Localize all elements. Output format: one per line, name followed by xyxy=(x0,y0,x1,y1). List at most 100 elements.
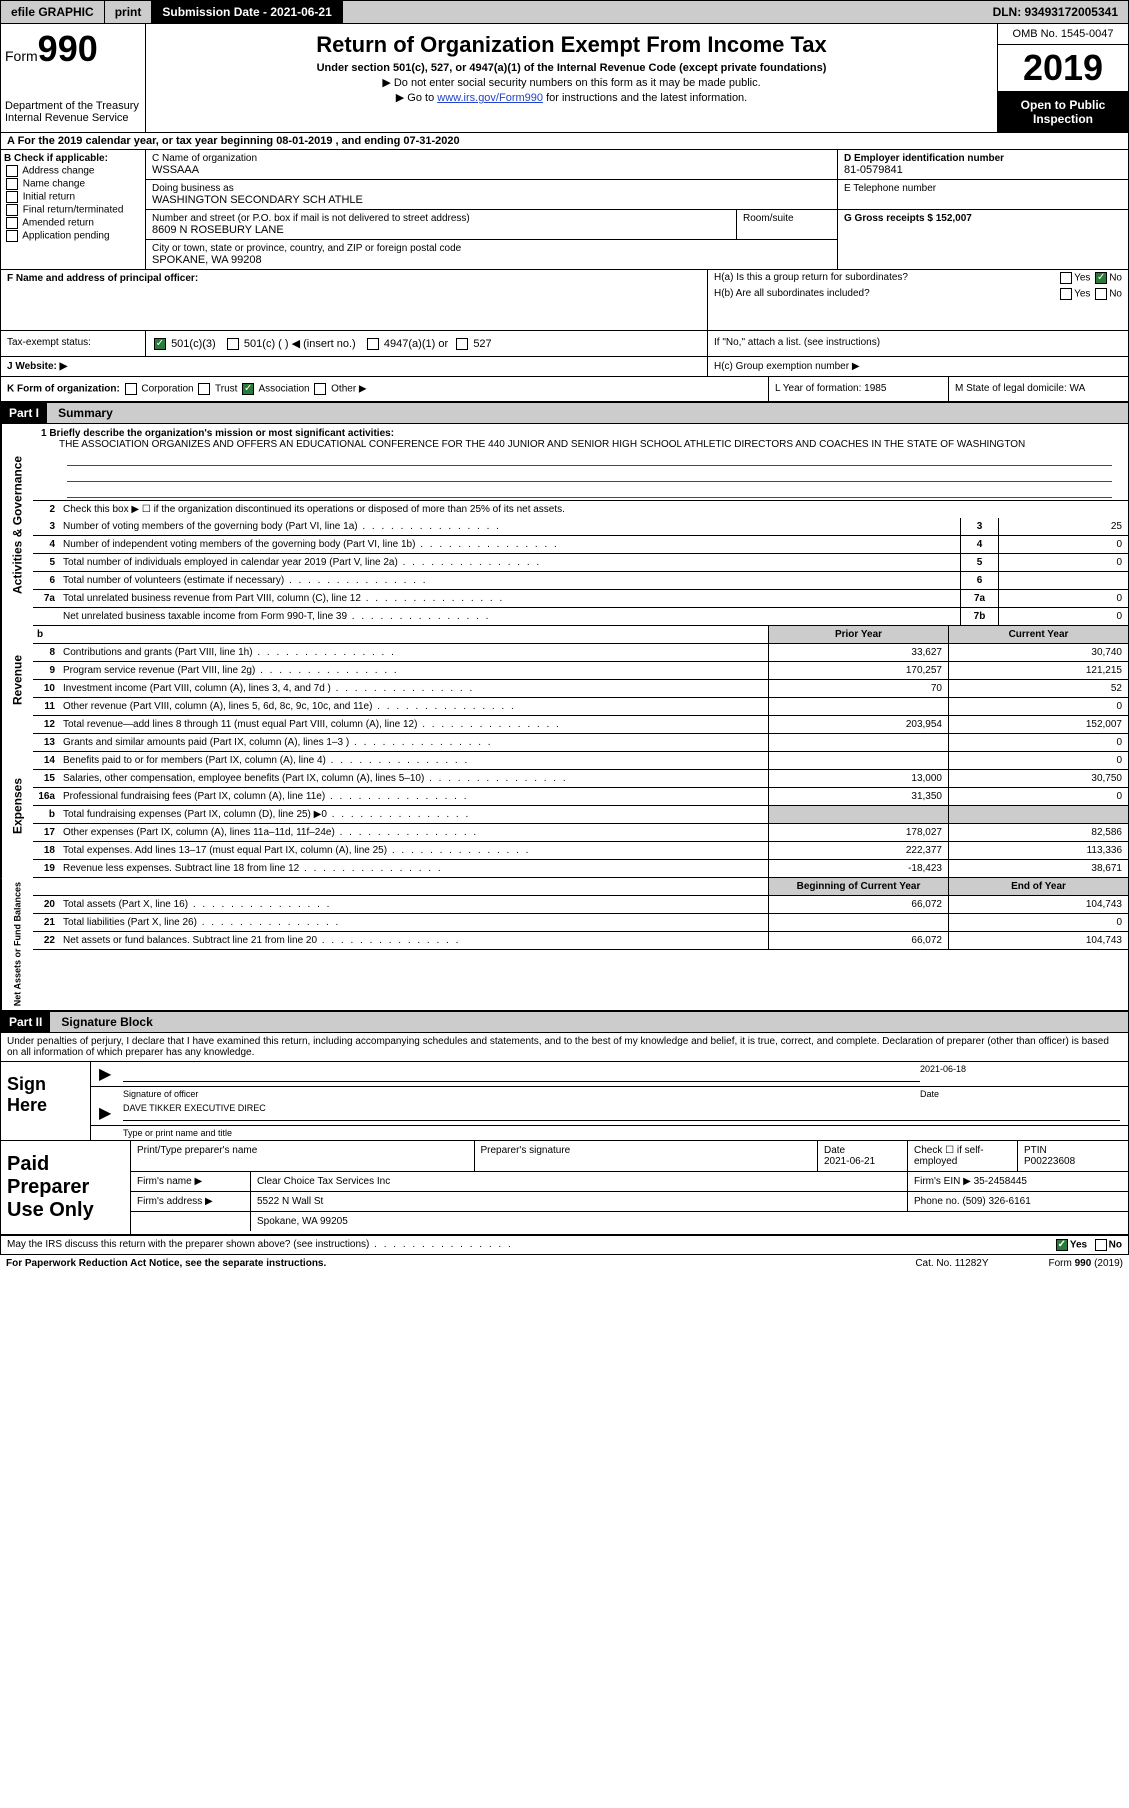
activities-governance-section: Activities & Governance 1 Briefly descri… xyxy=(0,424,1129,626)
checkbox-option[interactable]: Initial return xyxy=(4,191,142,203)
gross-receipts: G Gross receipts $ 152,007 xyxy=(838,210,1128,240)
dba-value: WASHINGTON SECONDARY SCH ATHLE xyxy=(152,194,831,206)
org-name: WSSAAA xyxy=(152,164,831,176)
checkbox-option[interactable]: Final return/terminated xyxy=(4,204,142,216)
part1-title: Summary xyxy=(50,403,121,423)
officer-name: DAVE TIKKER EXECUTIVE DIREC xyxy=(123,1103,1120,1121)
l-year-formation: L Year of formation: 1985 xyxy=(768,377,948,401)
na-header: Beginning of Current Year End of Year xyxy=(33,878,1128,896)
form-ref: Form 990 (2019) xyxy=(1049,1258,1123,1269)
col-b-label: B Check if applicable: xyxy=(4,153,142,164)
gov-row: 5Total number of individuals employed in… xyxy=(33,554,1128,572)
checkbox-option[interactable]: Name change xyxy=(4,178,142,190)
part1-badge: Part I xyxy=(1,403,47,423)
paid-preparer-block: Paid Preparer Use Only Print/Type prepar… xyxy=(0,1141,1129,1236)
top-bar: efile GRAPHIC print Submission Date - 20… xyxy=(0,0,1129,24)
form-990-label: Form990 xyxy=(5,28,141,70)
arrow-icon: ▶ xyxy=(99,1103,123,1123)
ha-answer: Yes ✓No xyxy=(1022,272,1122,284)
fin-row: 15Salaries, other compensation, employee… xyxy=(33,770,1128,788)
paid-preparer-label: Paid Preparer Use Only xyxy=(1,1141,131,1234)
begin-year-hdr: Beginning of Current Year xyxy=(768,878,948,895)
col-h: H(a) Is this a group return for subordin… xyxy=(708,270,1128,330)
ein-label: D Employer identification number xyxy=(844,153,1122,164)
fin-row: 20Total assets (Part X, line 16)66,07210… xyxy=(33,896,1128,914)
efile-button[interactable]: efile GRAPHIC xyxy=(1,1,105,23)
revenue-section: Revenue b Prior Year Current Year 8Contr… xyxy=(0,626,1129,734)
omb-number: OMB No. 1545-0047 xyxy=(998,24,1128,45)
checkbox-option[interactable]: Amended return xyxy=(4,217,142,229)
gov-row: 6Total number of volunteers (estimate if… xyxy=(33,572,1128,590)
addr-label: Number and street (or P.O. box if mail i… xyxy=(152,213,730,224)
fin-row: 14Benefits paid to or for members (Part … xyxy=(33,752,1128,770)
print-button[interactable]: print xyxy=(105,1,153,23)
form-id-col: Form990 Department of the Treasury Inter… xyxy=(1,24,146,132)
tax-exempt-row: Tax-exempt status: ✓ 501(c)(3) 501(c) ( … xyxy=(0,331,1129,357)
col-de: D Employer identification number 81-0579… xyxy=(838,150,1128,269)
prep-sig-label: Preparer's signature xyxy=(475,1141,819,1171)
gov-row: 3Number of voting members of the governi… xyxy=(33,518,1128,536)
tax-exempt-label: Tax-exempt status: xyxy=(1,331,146,356)
ha-label: H(a) Is this a group return for subordin… xyxy=(714,272,1022,284)
m-state: M State of legal domicile: WA xyxy=(948,377,1128,401)
mission-text: THE ASSOCIATION ORGANIZES AND OFFERS AN … xyxy=(59,439,1120,450)
discuss-answer: ✓Yes No xyxy=(1054,1239,1122,1251)
tax-exempt-opts: ✓ 501(c)(3) 501(c) ( ) ◀ (insert no.) 49… xyxy=(146,331,708,356)
expenses-section: Expenses 13Grants and similar amounts pa… xyxy=(0,734,1129,878)
block-fh: F Name and address of principal officer:… xyxy=(0,270,1129,331)
form-subtitle-1: Under section 501(c), 527, or 4947(a)(1)… xyxy=(150,62,993,74)
line1-mission: 1 Briefly describe the organization's mi… xyxy=(33,424,1128,501)
fin-row: 18Total expenses. Add lines 13–17 (must … xyxy=(33,842,1128,860)
checkbox-option[interactable]: Address change xyxy=(4,165,142,177)
prep-name-label: Print/Type preparer's name xyxy=(131,1141,475,1171)
firm-name-label: Firm's name ▶ xyxy=(131,1172,251,1191)
k-form-org: K Form of organization: Corporation Trus… xyxy=(1,377,768,401)
fin-row: 12Total revenue—add lines 8 through 11 (… xyxy=(33,716,1128,734)
sign-here-label: Sign Here xyxy=(1,1062,91,1140)
perjury-text: Under penalties of perjury, I declare th… xyxy=(1,1033,1128,1062)
firm-addr-label: Firm's address ▶ xyxy=(131,1192,251,1211)
phone-label: E Telephone number xyxy=(844,183,1122,194)
city-label: City or town, state or province, country… xyxy=(152,243,831,254)
discuss-text: May the IRS discuss this return with the… xyxy=(7,1239,1054,1251)
side-label-na: Net Assets or Fund Balances xyxy=(1,878,33,1010)
form-title: Return of Organization Exempt From Incom… xyxy=(150,32,993,58)
firm-name: Clear Choice Tax Services Inc xyxy=(251,1172,908,1191)
net-assets-section: Net Assets or Fund Balances Beginning of… xyxy=(0,878,1129,1012)
row-a-tax-year: A For the 2019 calendar year, or tax yea… xyxy=(0,133,1129,150)
fin-row: 13Grants and similar amounts paid (Part … xyxy=(33,734,1128,752)
fin-row: 21Total liabilities (Part X, line 26)0 xyxy=(33,914,1128,932)
prior-current-header: b Prior Year Current Year xyxy=(33,626,1128,644)
gov-row: Net unrelated business taxable income fr… xyxy=(33,608,1128,626)
dba-label: Doing business as xyxy=(152,183,831,194)
dln: DLN: 93493172005341 xyxy=(983,1,1128,23)
part2-header: Part II Signature Block xyxy=(0,1012,1129,1033)
hc-label: H(c) Group exemption number ▶ xyxy=(708,357,1128,376)
city-value: SPOKANE, WA 99208 xyxy=(152,254,831,266)
org-name-label: C Name of organization xyxy=(152,153,831,164)
irs-label: Internal Revenue Service xyxy=(5,112,141,124)
signature-block: Under penalties of perjury, I declare th… xyxy=(0,1033,1129,1141)
side-label-exp: Expenses xyxy=(1,734,33,878)
prep-date: Date2021-06-21 xyxy=(818,1141,908,1171)
addr-value: 8609 N ROSEBURY LANE xyxy=(152,224,730,236)
form-label: Form xyxy=(5,48,38,64)
checkbox-option[interactable]: Application pending xyxy=(4,230,142,242)
fin-row: 10Investment income (Part VIII, column (… xyxy=(33,680,1128,698)
sig-date-label: Date xyxy=(920,1089,1120,1099)
open-to-public: Open to Public Inspection xyxy=(998,92,1128,132)
block-bcd: B Check if applicable: Address change Na… xyxy=(0,150,1129,270)
website-value xyxy=(146,357,708,376)
form-subtitle-2: ▶ Do not enter social security numbers o… xyxy=(150,76,993,89)
part2-title: Signature Block xyxy=(53,1012,160,1032)
ein-value: 81-0579841 xyxy=(844,164,1122,176)
irs-link[interactable]: www.irs.gov/Form990 xyxy=(437,92,543,104)
firm-city: Spokane, WA 99205 xyxy=(251,1212,1128,1231)
current-year-hdr: Current Year xyxy=(948,626,1128,643)
form-number: 990 xyxy=(38,28,98,69)
sig-officer-label: Signature of officer xyxy=(123,1089,920,1099)
hb-note: If "No," attach a list. (see instruction… xyxy=(708,331,1128,356)
firm-addr: 5522 N Wall St xyxy=(251,1192,908,1211)
firm-ein: Firm's EIN ▶ 35-2458445 xyxy=(908,1172,1128,1191)
prep-selfemp: Check ☐ if self-employed xyxy=(908,1141,1018,1171)
